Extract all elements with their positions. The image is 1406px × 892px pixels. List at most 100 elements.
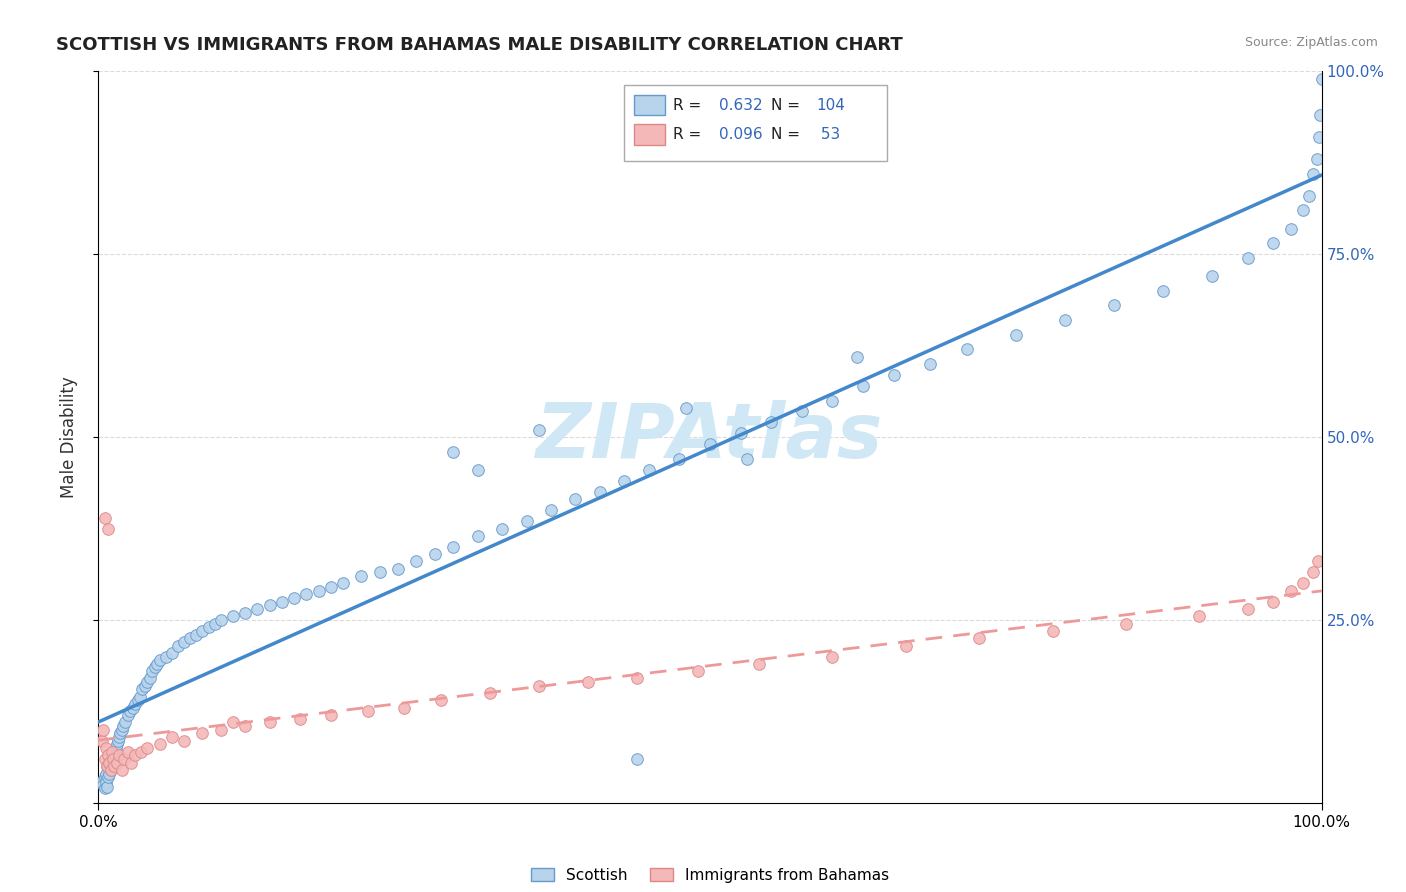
Point <box>441 444 464 458</box>
Point <box>124 697 146 711</box>
Point <box>136 675 159 690</box>
Point <box>173 635 195 649</box>
Point <box>173 733 195 747</box>
Bar <box>634 124 665 145</box>
Point <box>686 664 709 678</box>
Point <box>134 679 156 693</box>
Point <box>441 540 464 554</box>
Text: N =: N = <box>772 97 806 112</box>
Point <box>179 632 201 646</box>
Point <box>111 723 134 737</box>
Point <box>97 770 120 784</box>
Point <box>1302 167 1324 181</box>
Point <box>97 748 120 763</box>
Point <box>146 657 169 671</box>
Point <box>430 693 453 707</box>
Point <box>283 591 305 605</box>
Point <box>191 624 214 638</box>
Point <box>112 752 135 766</box>
Point <box>129 690 152 704</box>
Point <box>1309 108 1331 122</box>
Point <box>845 350 868 364</box>
Point <box>1201 269 1223 284</box>
Point <box>1115 616 1137 631</box>
Point <box>527 679 550 693</box>
Point <box>91 773 114 788</box>
Point <box>141 664 163 678</box>
Point <box>1302 566 1324 580</box>
Point <box>527 423 550 437</box>
Text: R =: R = <box>673 97 706 112</box>
Point <box>626 752 648 766</box>
Point <box>668 452 690 467</box>
Text: R =: R = <box>673 127 706 142</box>
Point <box>515 514 537 528</box>
Point <box>101 756 124 770</box>
Point <box>94 775 117 789</box>
Point <box>222 715 245 730</box>
Point <box>1292 576 1315 591</box>
Text: 104: 104 <box>817 97 845 112</box>
Point <box>1279 221 1302 235</box>
Point <box>295 587 318 601</box>
Point <box>93 770 115 784</box>
Point <box>139 672 162 686</box>
Point <box>1152 284 1174 298</box>
Point <box>103 759 125 773</box>
Point <box>478 686 501 700</box>
Point <box>491 521 513 535</box>
Point <box>129 745 152 759</box>
Point <box>160 730 183 744</box>
Point <box>97 521 120 535</box>
Point <box>1053 313 1076 327</box>
Bar <box>634 95 665 115</box>
Point <box>222 609 245 624</box>
Point <box>1102 298 1125 312</box>
Point <box>675 401 697 415</box>
Point <box>564 492 586 507</box>
Point <box>1292 203 1315 218</box>
Point <box>100 748 122 763</box>
Bar <box>624 85 887 161</box>
Point <box>1306 152 1329 166</box>
Point <box>1042 624 1064 638</box>
Point <box>332 576 354 591</box>
Point <box>111 719 134 733</box>
Text: SCOTTISH VS IMMIGRANTS FROM BAHAMAS MALE DISABILITY CORRELATION CHART: SCOTTISH VS IMMIGRANTS FROM BAHAMAS MALE… <box>56 36 903 54</box>
Point <box>93 752 115 766</box>
Point <box>883 368 905 382</box>
Point <box>204 616 226 631</box>
Point <box>821 393 844 408</box>
Point <box>98 766 121 780</box>
Text: 0.632: 0.632 <box>718 97 762 112</box>
Point <box>1004 327 1026 342</box>
Point <box>920 357 942 371</box>
Point <box>167 639 190 653</box>
Text: Source: ZipAtlas.com: Source: ZipAtlas.com <box>1244 36 1378 49</box>
Point <box>98 756 121 770</box>
Point <box>356 705 378 719</box>
Text: ZIPAtlas: ZIPAtlas <box>536 401 884 474</box>
Point <box>108 748 131 763</box>
Point <box>626 672 648 686</box>
Point <box>319 708 342 723</box>
Point <box>1308 130 1330 145</box>
Point <box>117 745 139 759</box>
Point <box>186 627 208 641</box>
Point <box>290 712 312 726</box>
Point <box>197 620 219 634</box>
Point <box>967 632 990 646</box>
Point <box>423 547 446 561</box>
Point <box>110 726 132 740</box>
Point <box>246 602 269 616</box>
Point <box>730 426 752 441</box>
Point <box>387 562 409 576</box>
Point <box>894 639 917 653</box>
Point <box>852 379 875 393</box>
Point <box>91 723 114 737</box>
Point <box>589 485 612 500</box>
Point <box>108 730 131 744</box>
Point <box>308 583 330 598</box>
Point <box>233 606 256 620</box>
Point <box>93 781 115 796</box>
